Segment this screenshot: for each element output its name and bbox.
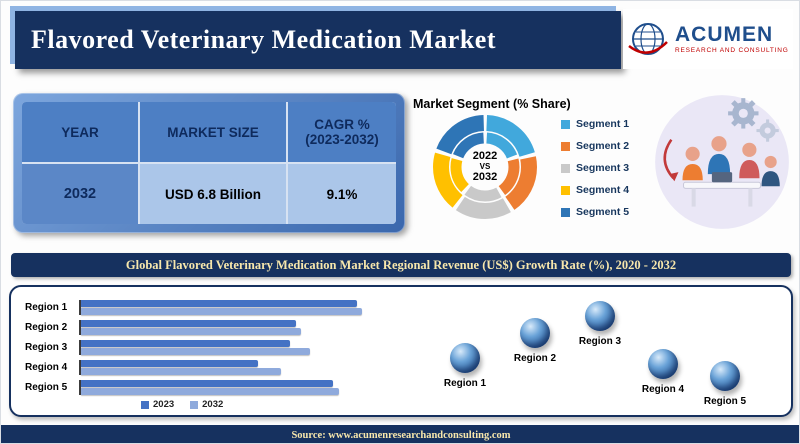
region-marker-label: Region 4	[641, 384, 685, 395]
legend-label: Segment 1	[576, 118, 630, 130]
bar-group	[79, 299, 363, 315]
logo-brand: ACUMEN	[675, 22, 774, 46]
legend-label: Segment 3	[576, 162, 630, 174]
bar-row: Region 5	[25, 377, 362, 397]
bar-legend-label: 2032	[202, 399, 224, 410]
gear-icon-small	[756, 119, 779, 142]
donut-segment	[450, 132, 520, 202]
sphere-icon	[520, 318, 550, 348]
bar-2032	[81, 347, 311, 355]
legend-color-chip	[141, 400, 149, 409]
legend-label: Segment 5	[576, 206, 630, 218]
segment-legend: Segment 1 Segment 2 Segment 3 Segment 4 …	[561, 118, 629, 218]
table-header-market-size: MARKET SIZE	[140, 102, 286, 162]
bar-group	[79, 359, 282, 375]
logo-text: ACUMEN RESEARCH AND CONSULTING	[675, 22, 789, 54]
footer: Source: www.acumenresearchandconsulting.…	[1, 425, 799, 443]
donut-segment	[433, 115, 537, 219]
bar-legend-item: 2023	[141, 399, 174, 410]
bar-group	[79, 379, 340, 395]
source-text: Source: www.acumenresearchandconsulting.…	[291, 429, 511, 441]
bar-category-label: Region 5	[25, 381, 68, 393]
region-marker: Region 5	[693, 361, 757, 407]
sphere-icon	[450, 343, 480, 373]
globe-icon	[628, 23, 668, 55]
bar-row: Region 1	[25, 297, 363, 317]
bar-group	[79, 319, 302, 335]
legend-label: Segment 4	[576, 184, 630, 196]
page-title: Flavored Veterinary Medication Market	[31, 25, 496, 54]
donut-segment	[450, 132, 520, 202]
region-marker-label: Region 2	[513, 353, 557, 364]
bar-legend-item: 2032	[190, 399, 223, 410]
region-marker: Region 4	[631, 349, 695, 395]
bar-category-label: Region 4	[25, 361, 68, 373]
summary-table: YEAR MARKET SIZE CAGR % (2023-2032) 2032…	[13, 93, 405, 233]
legend-item: Segment 3	[561, 162, 629, 174]
legend-color-chip	[561, 119, 570, 129]
sphere-icon	[648, 349, 678, 379]
bar-row: Region 4	[25, 357, 362, 377]
bar-group	[79, 339, 311, 355]
bar-legend-label: 2023	[153, 399, 175, 410]
legend-item: Segment 1	[561, 118, 629, 130]
gear-icon	[728, 98, 759, 129]
bar-chart-legend: 2023 2032	[141, 399, 223, 410]
region-marker-label: Region 5	[703, 396, 747, 407]
bar-category-label: Region 1	[25, 301, 68, 313]
donut-segment	[433, 115, 537, 219]
regional-bar-chart: Region 1 Region 2 Region 3 Region 4 Region 5	[25, 297, 363, 397]
person-figures	[682, 136, 780, 187]
bar-row: Region 3	[25, 337, 362, 357]
region-marker-label: Region 1	[443, 378, 487, 389]
region-marker: Region 1	[433, 343, 497, 389]
legend-color-chip	[561, 163, 570, 173]
header: Flavored Veterinary Medication Market	[15, 11, 621, 69]
bar-2023	[81, 379, 334, 387]
bar-2023	[81, 299, 357, 307]
regional-panel: Region 1 Region 2 Region 3 Region 4 Region 5…	[9, 285, 793, 417]
bar-category-label: Region 3	[25, 341, 68, 353]
bar-2032	[81, 327, 302, 335]
table-cell-year: 2032	[22, 164, 138, 224]
donut-segment	[450, 132, 520, 202]
bar-2032	[81, 387, 340, 395]
region-marker-label: Region 3	[578, 336, 622, 347]
table-header-year: YEAR	[22, 102, 138, 162]
bar-category-label: Region 2	[25, 321, 68, 333]
bar-2023	[81, 319, 296, 327]
legend-item: Segment 5	[561, 206, 629, 218]
acumen-logo: ACUMEN RESEARCH AND CONSULTING	[623, 9, 793, 69]
legend-item: Segment 4	[561, 184, 629, 196]
bar-2032	[81, 307, 363, 315]
legend-label: Segment 2	[576, 140, 630, 152]
teamwork-illustration	[655, 95, 789, 229]
sphere-icon	[710, 361, 740, 391]
table-cell-cagr: 9.1%	[288, 164, 396, 224]
donut-segment	[433, 115, 537, 219]
legend-color-chip	[561, 185, 570, 195]
region-marker: Region 3	[568, 301, 632, 347]
legend-item: Segment 2	[561, 140, 629, 152]
segment-donut-chart	[433, 115, 537, 219]
bar-2032	[81, 367, 282, 375]
table-laptop	[683, 172, 762, 207]
segment-chart-title: Market Segment (% Share)	[413, 97, 571, 111]
section-banner: Global Flavored Veterinary Medication Ma…	[11, 253, 791, 277]
legend-color-chip	[190, 400, 199, 409]
sphere-icon	[585, 301, 615, 331]
bar-2023	[81, 359, 258, 367]
table-header-cagr: CAGR % (2023-2032)	[288, 102, 396, 162]
region-marker: Region 2	[503, 318, 567, 364]
logo-tagline: RESEARCH AND CONSULTING	[675, 46, 789, 54]
bar-2023	[81, 339, 290, 347]
bar-row: Region 2	[25, 317, 362, 337]
bar-rows: Region 1 Region 2 Region 3 Region 4 Region 5	[25, 297, 363, 397]
table-cell-market-size: USD 6.8 Billion	[140, 164, 286, 224]
legend-color-chip	[561, 207, 570, 217]
legend-color-chip	[561, 141, 570, 151]
banner-text: Global Flavored Veterinary Medication Ma…	[125, 257, 677, 272]
summary-table-grid: YEAR MARKET SIZE CAGR % (2023-2032) 2032…	[22, 102, 396, 224]
